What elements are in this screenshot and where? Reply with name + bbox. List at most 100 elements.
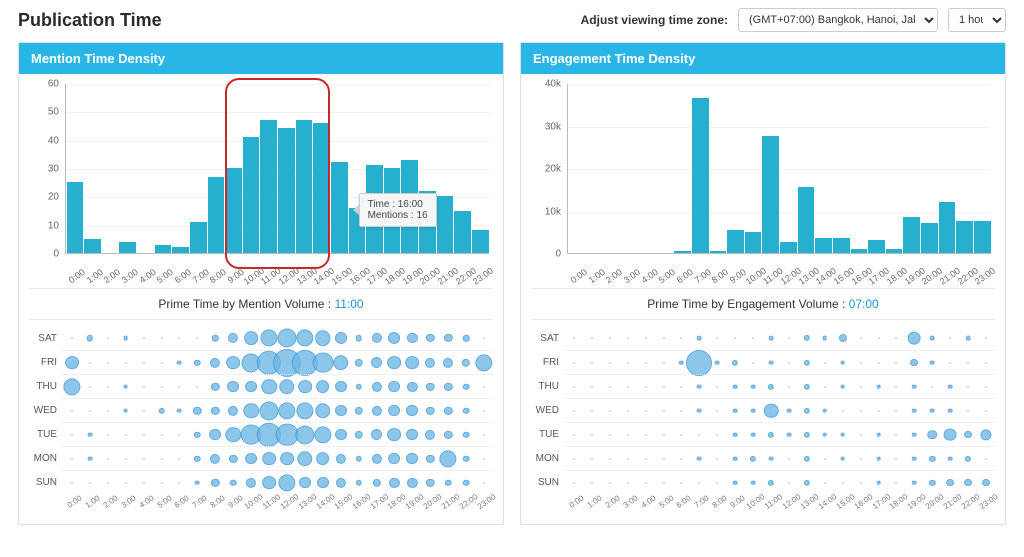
bar: [815, 238, 832, 253]
bar: [190, 222, 207, 253]
bubble: [679, 360, 684, 365]
bubble: [388, 356, 402, 370]
bubble: [840, 456, 845, 461]
bubble: [982, 479, 990, 487]
bubble: [840, 360, 845, 365]
day-label: SAT: [531, 333, 565, 344]
bubble: [87, 456, 92, 461]
bar: [67, 182, 84, 253]
bubble: [443, 357, 453, 367]
bubble: [262, 476, 276, 490]
bubble: [336, 477, 346, 487]
bubble: [335, 332, 347, 344]
bar: [921, 223, 938, 253]
bubble: [371, 333, 381, 343]
bar: [710, 251, 727, 253]
bubble: [876, 432, 881, 437]
mention-bar-chart: 0102030405060Time : 16:00Mentions : 160:…: [29, 84, 493, 284]
bubble: [876, 480, 881, 485]
bubble: [733, 408, 738, 413]
bubble: [764, 403, 779, 418]
day-label: TUE: [29, 429, 63, 440]
bubble: [229, 454, 237, 462]
bubble: [751, 384, 756, 389]
bubble: [751, 432, 756, 437]
bubble-row: WED: [29, 398, 493, 422]
bubble: [697, 408, 702, 413]
bubble: [912, 408, 917, 413]
bubble: [296, 329, 313, 346]
bubble: [298, 380, 312, 394]
bubble: [123, 408, 128, 413]
bubble: [355, 335, 362, 342]
bubble: [946, 479, 954, 487]
bubble: [444, 334, 452, 342]
interval-select[interactable]: 1 hour: [948, 8, 1006, 32]
bubble-row: MON: [29, 446, 493, 470]
bubble: [839, 334, 847, 342]
bubble: [822, 408, 827, 413]
bubble: [230, 479, 237, 486]
bubble: [335, 429, 347, 441]
bubble: [355, 479, 362, 486]
bubble: [463, 431, 470, 438]
bubble: [948, 384, 953, 389]
bubble: [316, 380, 330, 394]
bubble: [804, 335, 810, 341]
bubble: [354, 358, 362, 366]
bubble: [715, 360, 720, 365]
engagement-panel-title: Engagement Time Density: [521, 43, 1005, 74]
bubble: [463, 455, 470, 462]
bubble: [876, 384, 881, 389]
bubble-row: SAT: [531, 326, 995, 350]
bubble: [804, 383, 810, 389]
bubble: [407, 477, 417, 487]
bubble: [335, 405, 347, 417]
bubble: [371, 357, 383, 369]
bubble: [315, 403, 331, 419]
bubble: [840, 432, 845, 437]
bubble: [388, 332, 400, 344]
bar: [674, 251, 691, 253]
bar: [851, 249, 868, 253]
bubble: [277, 328, 296, 347]
bubble: [768, 479, 774, 485]
bubble: [732, 359, 738, 365]
bar: [243, 137, 260, 253]
bubble: [388, 381, 400, 393]
bubble: [260, 329, 277, 346]
bubble: [407, 333, 417, 343]
bubble: [211, 478, 219, 486]
bubble: [804, 431, 810, 437]
page-title: Publication Time: [18, 10, 162, 31]
day-label: SUN: [29, 477, 63, 488]
bubble: [769, 456, 774, 461]
bubble: [210, 357, 220, 367]
bubble: [697, 456, 702, 461]
bubble: [280, 452, 294, 466]
bubble: [295, 425, 314, 444]
bubble: [193, 406, 201, 414]
bubble: [822, 432, 827, 437]
bubble: [804, 407, 810, 413]
bubble: [751, 408, 756, 413]
bar: [331, 162, 348, 253]
bar: [692, 98, 709, 253]
bubble: [964, 479, 972, 487]
bubble: [260, 401, 279, 420]
bubble: [929, 479, 935, 485]
mention-prime-label: Prime Time by Mention Volume: [158, 297, 324, 311]
bubble: [406, 429, 418, 441]
bubble: [733, 456, 738, 461]
bubble: [462, 358, 470, 366]
bubble: [768, 431, 774, 437]
engagement-prime-value: 07:00: [849, 297, 879, 311]
bubble: [195, 480, 200, 485]
bubble: [372, 478, 380, 486]
bar: [886, 249, 903, 253]
day-label: THU: [29, 381, 63, 392]
timezone-select[interactable]: (GMT+07:00) Bangkok, Hanoi, Jakarta: [738, 8, 938, 32]
chart-tooltip: Time : 16:00Mentions : 16: [359, 193, 437, 227]
day-label: FRI: [531, 357, 565, 368]
bar: [313, 123, 330, 253]
